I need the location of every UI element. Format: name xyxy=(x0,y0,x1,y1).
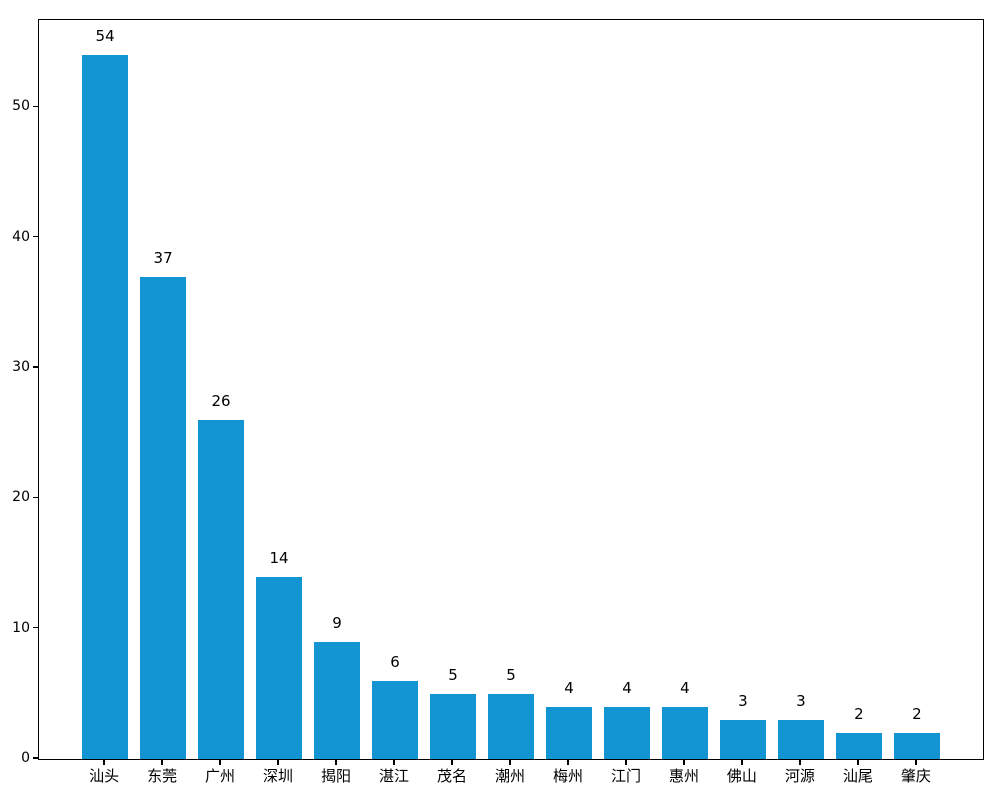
plot-area: 54 37 26 14 9 6 5 5 4 4 4 3 3 2 2 xyxy=(38,19,984,760)
x-tick-mark xyxy=(625,759,627,765)
bar-value-label: 26 xyxy=(211,392,231,411)
x-tick-mark xyxy=(509,759,511,765)
x-tick-label: 潮州 xyxy=(494,767,525,785)
x-tick-label: 汕尾 xyxy=(842,767,873,785)
x-tick-label: 肇庆 xyxy=(900,767,931,785)
bar-梅州 xyxy=(545,706,593,759)
y-tick-label: 20 xyxy=(12,489,30,506)
x-tick-label: 河源 xyxy=(784,767,815,785)
y-tick-mark xyxy=(33,235,38,238)
x-tick-mark xyxy=(741,759,743,765)
y-tick-mark xyxy=(33,626,38,629)
y-tick-label: 0 xyxy=(21,750,30,766)
y-tick-mark xyxy=(33,366,38,368)
bar-惠州 xyxy=(661,706,709,759)
x-tick-label: 江门 xyxy=(610,767,641,785)
x-tick-mark xyxy=(103,759,105,765)
x-tick-mark xyxy=(219,759,221,765)
x-tick-mark xyxy=(393,759,395,765)
x-tick-label: 佛山 xyxy=(726,767,757,785)
bar-value-label: 2 xyxy=(912,704,922,723)
bar-value-label: 54 xyxy=(95,27,115,46)
y-tick-label: 30 xyxy=(12,358,30,375)
bar-河源 xyxy=(777,719,825,759)
x-tick-mark xyxy=(799,759,801,765)
bar-汕头 xyxy=(81,55,129,759)
bar-广州 xyxy=(197,420,245,759)
bar-value-label: 3 xyxy=(796,691,806,710)
bar-潮州 xyxy=(487,693,535,759)
x-tick-mark xyxy=(277,759,279,765)
x-tick-label: 广州 xyxy=(205,767,236,785)
x-tick-mark xyxy=(857,759,859,765)
x-tick-mark xyxy=(915,759,917,765)
y-tick-mark xyxy=(33,757,38,759)
bar-value-label: 14 xyxy=(269,548,289,567)
bar-汕尾 xyxy=(835,732,883,759)
x-tick-label: 东莞 xyxy=(147,767,178,785)
y-tick-mark xyxy=(33,105,38,108)
bar-value-label: 5 xyxy=(506,665,516,684)
bar-value-label: 4 xyxy=(680,678,690,697)
y-tick-mark xyxy=(33,496,38,499)
bar-value-label: 4 xyxy=(564,678,574,697)
y-tick-label: 50 xyxy=(12,98,30,115)
x-tick-mark xyxy=(567,759,569,765)
x-tick-mark xyxy=(335,759,337,765)
x-tick-label: 茂名 xyxy=(436,767,467,785)
bar-茂名 xyxy=(429,693,477,759)
bar-value-label: 9 xyxy=(332,613,342,632)
bar-深圳 xyxy=(255,576,303,759)
y-tick-label: 10 xyxy=(12,619,30,636)
x-tick-mark xyxy=(683,759,685,765)
bar-value-label: 3 xyxy=(738,691,748,710)
x-tick-mark xyxy=(161,759,163,765)
x-tick-label: 梅州 xyxy=(552,767,583,785)
x-tick-label: 深圳 xyxy=(263,767,294,785)
bar-value-label: 37 xyxy=(153,248,173,267)
x-tick-label: 揭阳 xyxy=(321,767,352,785)
bar-佛山 xyxy=(719,719,767,759)
x-tick-label: 惠州 xyxy=(668,767,699,785)
x-tick-label: 湛江 xyxy=(379,767,410,785)
bar-江门 xyxy=(603,706,651,759)
bar-value-label: 5 xyxy=(448,665,458,684)
y-tick-label: 40 xyxy=(12,228,30,245)
bar-value-label: 2 xyxy=(854,704,864,723)
x-tick-label: 汕头 xyxy=(89,767,120,785)
bar-湛江 xyxy=(371,680,419,759)
bar-东莞 xyxy=(139,276,187,759)
bar-value-label: 4 xyxy=(622,678,632,697)
bar-value-label: 6 xyxy=(390,652,400,671)
bar-肇庆 xyxy=(893,732,941,759)
bar-揭阳 xyxy=(313,641,361,759)
x-tick-mark xyxy=(451,759,453,765)
